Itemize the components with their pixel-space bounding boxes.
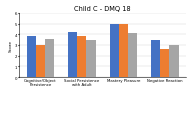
Bar — [169, 46, 179, 78]
Y-axis label: Score: Score — [9, 40, 13, 52]
Bar — [119, 24, 128, 78]
Title: Child C - DMQ 18: Child C - DMQ 18 — [74, 6, 131, 12]
Bar — [36, 46, 45, 78]
Bar — [128, 34, 137, 78]
Bar — [27, 37, 36, 78]
Bar — [110, 24, 119, 78]
Legend: PRE, POST, NEAN: PRE, POST, NEAN — [79, 113, 126, 114]
Bar — [45, 39, 54, 78]
Bar — [77, 37, 86, 78]
Bar — [68, 33, 77, 78]
Bar — [86, 40, 96, 78]
Bar — [151, 40, 160, 78]
Bar — [160, 50, 169, 78]
